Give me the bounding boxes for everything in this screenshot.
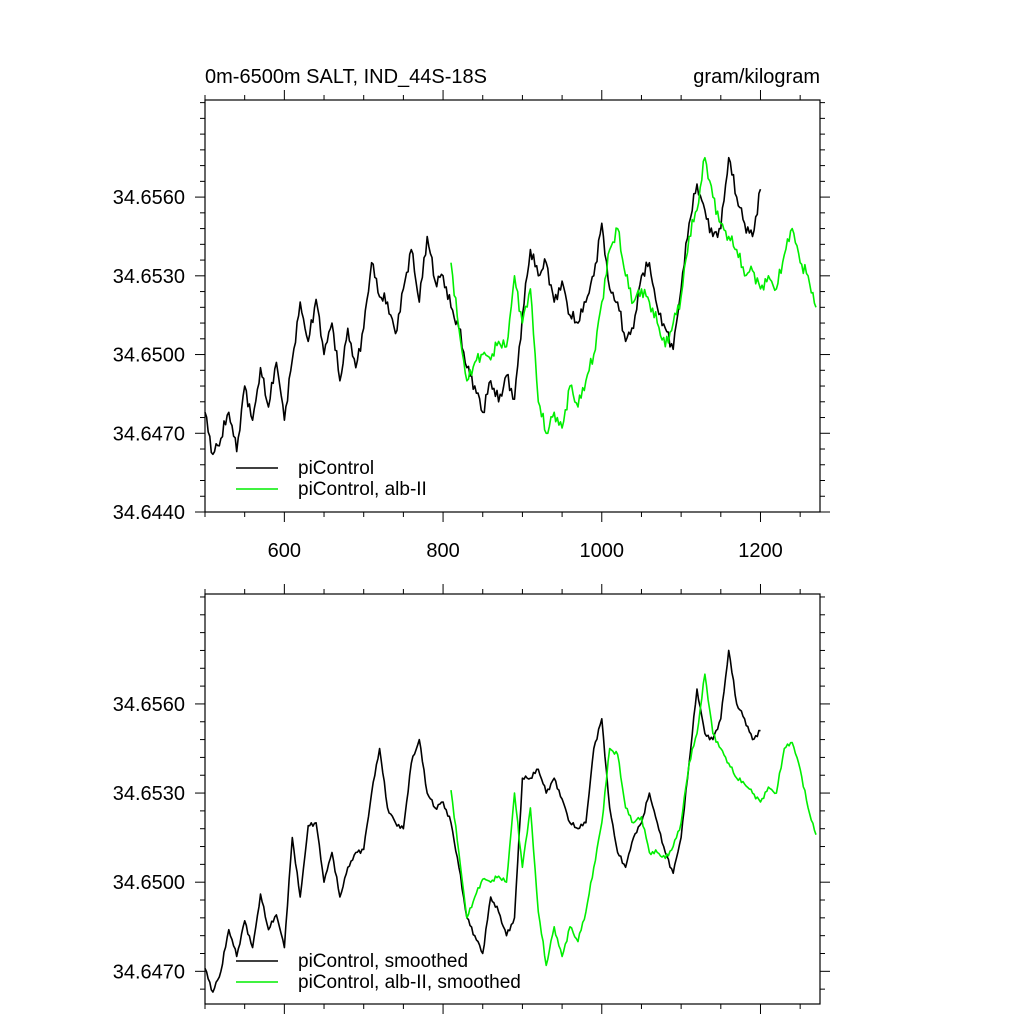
y-tick-label: 34.6500 <box>113 872 185 894</box>
y-tick-label: 34.6470 <box>113 961 185 983</box>
bottom-series-lines <box>204 649 817 993</box>
bottom-plot-frame <box>204 593 821 1005</box>
y-tick-label: 34.6470 <box>113 423 185 445</box>
y-tick-label: 34.6530 <box>113 783 185 805</box>
legend-label: piControl, smoothed <box>298 951 468 972</box>
y-tick-label: 34.6500 <box>113 345 185 367</box>
series-line-picontrol <box>204 649 761 993</box>
y-tick-label: 34.6560 <box>113 187 185 209</box>
legend-label: piControl <box>298 458 374 479</box>
units-label: gram/kilogram <box>693 66 820 88</box>
x-tick-label: 1000 <box>580 540 625 562</box>
bottom-panel: 34.6470 34.6500 34.6530 34.6560 piControl, … <box>113 584 830 1014</box>
series-line-picontrol <box>204 156 762 456</box>
series-line-alb-ii <box>450 156 817 435</box>
top-plot-frame <box>204 99 821 513</box>
bottom-axis-ticks: 34.6470 34.6500 34.6530 34.6560 <box>113 584 830 1014</box>
series-line-alb-ii <box>450 673 817 967</box>
legend-label: piControl, alb-II, smoothed <box>298 972 521 993</box>
x-tick-label: 800 <box>426 540 459 562</box>
y-tick-label: 34.6560 <box>113 694 185 716</box>
y-tick-label: 34.6440 <box>113 502 185 524</box>
top-series-lines <box>204 156 817 456</box>
y-tick-label: 34.6530 <box>113 266 185 288</box>
legend-label: piControl, alb-II <box>298 479 427 500</box>
x-tick-label: 600 <box>268 540 301 562</box>
x-tick-label: 1200 <box>738 540 783 562</box>
top-axis-ticks: 600 800 1000 1200 34.6440 34.6470 34.6500 34.65… <box>113 90 830 562</box>
chart-title: 0m-6500m SALT, IND_44S-18S <box>205 66 487 88</box>
top-panel: 0m-6500m SALT, IND_44S-18S gram/kilogram… <box>113 66 830 562</box>
